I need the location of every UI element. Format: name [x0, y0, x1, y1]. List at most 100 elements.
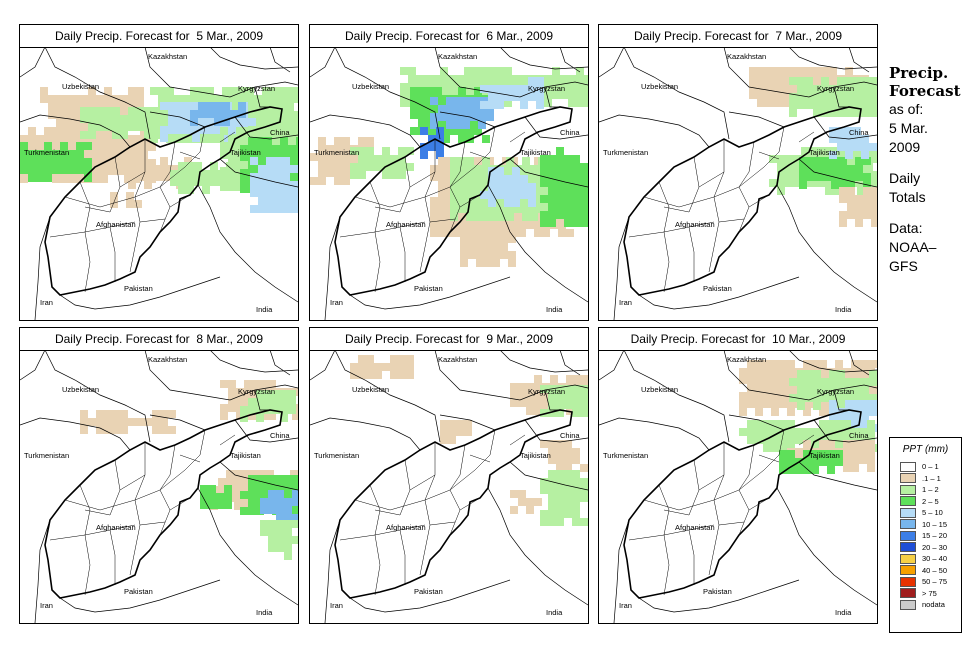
precip-cell — [400, 83, 408, 91]
precip-cell — [342, 153, 350, 161]
precip-cell — [552, 83, 560, 91]
precip-cell — [789, 378, 797, 386]
precip-cell — [290, 470, 298, 478]
precip-cell — [534, 399, 542, 407]
province-border — [469, 454, 491, 463]
precip-cell — [572, 203, 580, 211]
precip-cell — [418, 103, 426, 111]
precip-cell — [777, 163, 785, 171]
country-label-iran: Iran — [40, 601, 53, 610]
precip-cell — [494, 221, 502, 229]
precip-cell — [44, 150, 52, 158]
precip-cell — [580, 494, 588, 502]
precip-cell — [861, 85, 869, 93]
precip-cell — [564, 393, 572, 401]
country-border — [219, 461, 298, 491]
precip-cell — [382, 155, 390, 163]
precip-cell — [805, 67, 813, 75]
precip-cell — [190, 118, 198, 126]
precip-cell — [230, 110, 238, 118]
precip-cell — [853, 85, 861, 93]
precip-cell — [851, 368, 859, 376]
precip-cell — [522, 197, 530, 205]
precip-cell — [779, 420, 787, 428]
precip-cell — [160, 418, 168, 426]
precip-cell — [863, 211, 871, 219]
precip-cell — [799, 157, 807, 165]
legend-item: 15 – 20 — [890, 530, 961, 542]
precip-cell — [845, 400, 853, 408]
precip-cell — [440, 436, 448, 444]
precip-cell — [152, 107, 160, 115]
precip-cell — [218, 170, 226, 178]
precip-cell — [797, 67, 805, 75]
country-border — [487, 184, 588, 303]
precip-cell — [252, 127, 260, 135]
precip-cell — [430, 113, 438, 121]
province-border — [419, 499, 431, 576]
precip-cell — [827, 428, 835, 436]
precip-cell — [482, 181, 490, 189]
precip-cell — [20, 175, 28, 183]
precip-cell — [859, 456, 867, 464]
precip-cell — [446, 221, 454, 229]
precip-cell — [576, 83, 584, 91]
precip-cell — [468, 235, 476, 243]
panel-title: Daily Precip. Forecast for 9 Mar., 2009 — [310, 328, 588, 351]
legend-item: 30 – 40 — [890, 553, 961, 565]
precip-cell — [456, 420, 464, 428]
precip-cell — [28, 143, 36, 151]
precip-cell — [572, 401, 580, 409]
precip-cell — [482, 173, 490, 181]
precip-cell — [88, 87, 96, 95]
country-border — [20, 350, 46, 381]
country-border — [813, 116, 877, 140]
province-border — [718, 521, 745, 526]
precip-cell — [238, 87, 246, 95]
precip-cell — [282, 173, 290, 181]
country-border — [776, 487, 877, 606]
country-label-afghanistan: Afghanistan — [386, 523, 426, 532]
precip-cell — [869, 77, 877, 85]
precip-cell — [787, 466, 795, 474]
precip-cell — [803, 408, 811, 416]
country-label-tajikistan: Tajikistan — [230, 451, 261, 460]
precip-cell — [556, 385, 564, 393]
forecast-panel: Daily Precip. Forecast for 6 Mar., 2009 … — [309, 24, 589, 321]
precip-cell — [853, 400, 861, 408]
precip-cell — [518, 229, 526, 237]
country-label-uzbekistan: Uzbekistan — [641, 82, 678, 91]
precip-cell — [176, 118, 184, 126]
precip-cell — [755, 408, 763, 416]
precip-cell — [182, 95, 190, 103]
precip-cell — [564, 163, 572, 171]
precip-cell — [789, 109, 797, 117]
country-label-afghanistan: Afghanistan — [96, 523, 136, 532]
country-label-pakistan: Pakistan — [414, 284, 443, 293]
precip-cell — [206, 87, 214, 95]
precip-cell — [250, 157, 258, 165]
country-label-china: China — [270, 128, 290, 137]
country-border — [638, 276, 800, 310]
precip-cell — [420, 143, 428, 151]
precip-cell — [572, 171, 580, 179]
precip-cell — [763, 428, 771, 436]
precip-cell — [763, 360, 771, 368]
precip-cell — [270, 95, 278, 103]
precip-cell — [460, 235, 468, 243]
country-border — [197, 184, 298, 303]
precip-cell — [266, 205, 274, 213]
precip-cell — [755, 376, 763, 384]
precip-cell — [276, 520, 284, 528]
precip-cell — [226, 170, 234, 178]
precip-cell — [398, 147, 406, 155]
precip-cell — [839, 157, 847, 165]
legend-swatch — [900, 484, 916, 495]
precip-cell — [542, 229, 550, 237]
country-border — [209, 350, 298, 373]
precip-cell — [112, 95, 120, 103]
precip-cell — [556, 187, 564, 195]
precip-cell — [763, 392, 771, 400]
precip-cell — [839, 211, 847, 219]
precip-cell — [272, 483, 280, 491]
